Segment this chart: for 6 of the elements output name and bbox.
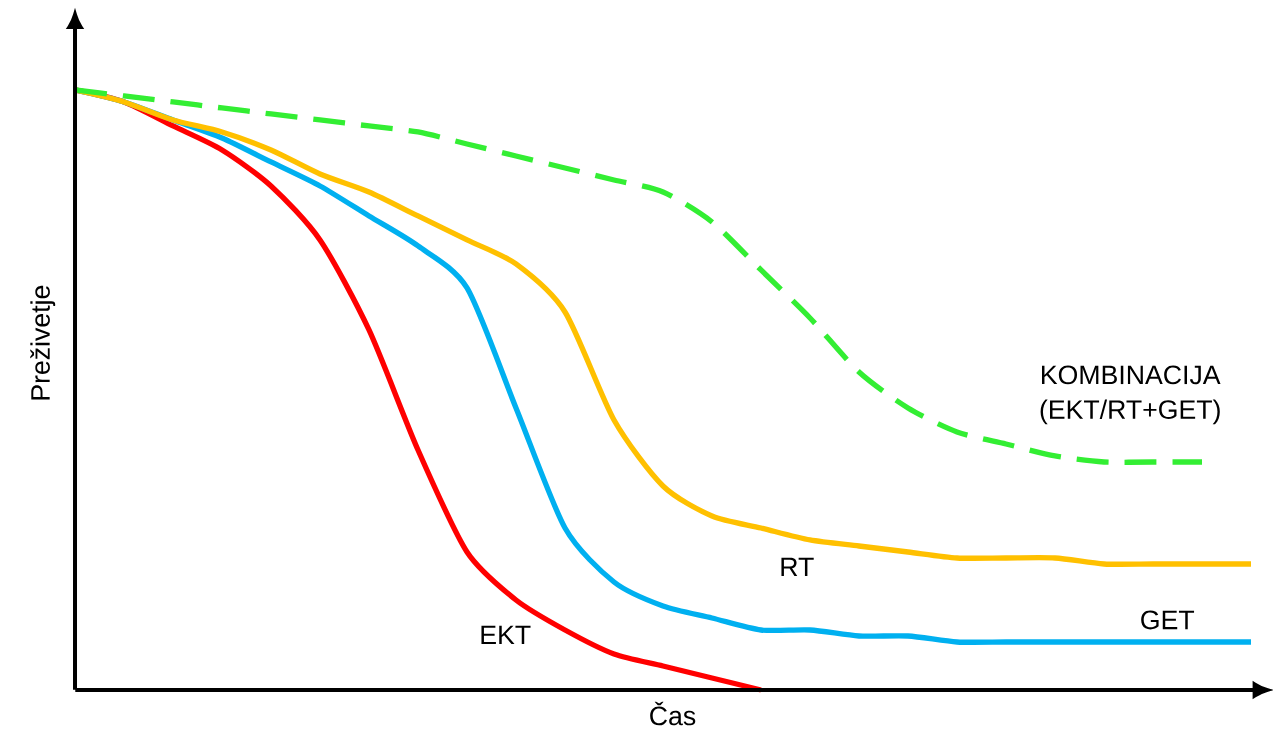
y-axis-title: Preživetje	[30, 285, 56, 400]
series-label: KOMBINACIJA (EKT/RT+GET)	[1040, 365, 1221, 425]
x-axis-title: Čas	[650, 701, 696, 726]
series-label: EKT	[481, 625, 531, 645]
series-label: GET	[1141, 610, 1195, 630]
series-label: RT	[781, 557, 814, 577]
